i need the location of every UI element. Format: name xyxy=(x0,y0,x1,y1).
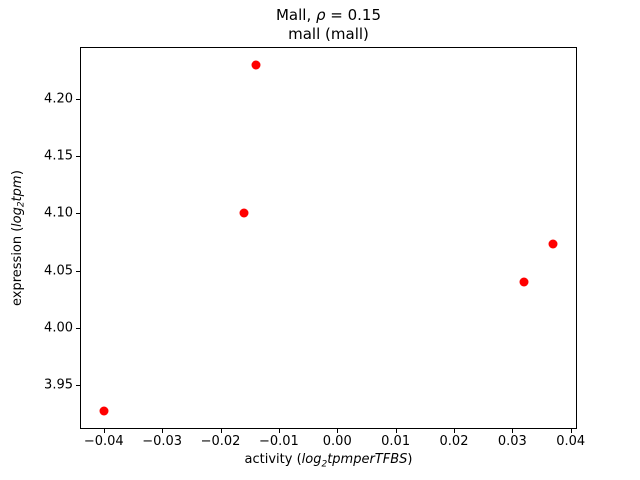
x-tick-mark xyxy=(454,429,455,433)
data-point xyxy=(239,208,249,218)
rho-symbol: ρ xyxy=(315,6,326,24)
data-point xyxy=(548,239,558,249)
x-tick-label: −0.02 xyxy=(200,434,241,449)
title-text: Mall, xyxy=(275,6,316,24)
y-axis-label-text: expression ( xyxy=(10,226,25,306)
x-axis-label-math-rest: tpmperTFBS xyxy=(327,452,408,467)
x-tick-mark xyxy=(570,429,572,433)
x-tick-mark xyxy=(162,429,164,433)
y-tick-mark xyxy=(76,384,80,386)
chart-title-line1: Mall, ρ = 0.15 xyxy=(80,6,577,25)
x-tick-mark xyxy=(395,429,397,433)
x-tick-mark xyxy=(278,429,280,433)
x-tick-label: 0.04 xyxy=(556,434,586,449)
y-tick-mark xyxy=(76,156,80,158)
title-correlation-value: = 0.15 xyxy=(325,6,382,24)
y-tick-label: 4.20 xyxy=(44,91,73,107)
x-tick-mark xyxy=(103,429,105,433)
x-tick-label: −0.04 xyxy=(83,434,124,449)
x-tick-label: −0.03 xyxy=(142,434,183,449)
x-axis-label-text: activity ( xyxy=(244,452,302,467)
x-axis-label: activity (log2tpmperTFBS) xyxy=(80,452,577,470)
y-tick-mark xyxy=(76,327,80,329)
y-axis-label-math: log xyxy=(10,206,25,227)
x-tick-label: 0.02 xyxy=(439,434,469,449)
x-tick-label: −0.01 xyxy=(258,434,299,449)
y-axis-label: expression (log2tpm) xyxy=(10,47,27,429)
x-tick-label: 0.00 xyxy=(322,434,352,449)
y-tick-label: 4.10 xyxy=(44,205,73,221)
x-axis-label-math: log xyxy=(301,452,322,467)
plot-area: −0.04 −0.03 −0.02 −0.01 0.00 0.01 0.02 0.03 0.04… xyxy=(44,47,585,449)
data-point xyxy=(519,277,529,287)
y-tick-label: 4.05 xyxy=(44,263,73,279)
x-tick-label: 0.03 xyxy=(497,434,527,449)
y-tick-mark xyxy=(76,213,80,215)
x-tick-mark xyxy=(512,429,514,433)
x-tick-mark xyxy=(220,429,222,433)
x-tick-mark xyxy=(337,429,339,433)
y-tick-label: 4.00 xyxy=(44,320,73,336)
y-tick-label: 4.15 xyxy=(44,148,73,164)
x-axis-label-close: ) xyxy=(407,452,413,467)
y-axis-label-math-rest: tpm xyxy=(10,175,25,202)
x-axis-label-subscript: 2 xyxy=(321,459,328,470)
y-tick-mark xyxy=(76,99,80,101)
data-point xyxy=(251,60,261,70)
chart-title: Mall, ρ = 0.15 mall (mall) xyxy=(80,6,577,44)
chart-subtitle: mall (mall) xyxy=(288,25,369,43)
data-point xyxy=(99,406,109,416)
y-tick-mark xyxy=(76,270,80,272)
x-tick-label: 0.01 xyxy=(381,434,411,449)
y-axis-label-close: ) xyxy=(10,170,25,176)
y-tick-label: 3.95 xyxy=(44,377,73,393)
y-axis-label-subscript: 2 xyxy=(16,201,27,207)
